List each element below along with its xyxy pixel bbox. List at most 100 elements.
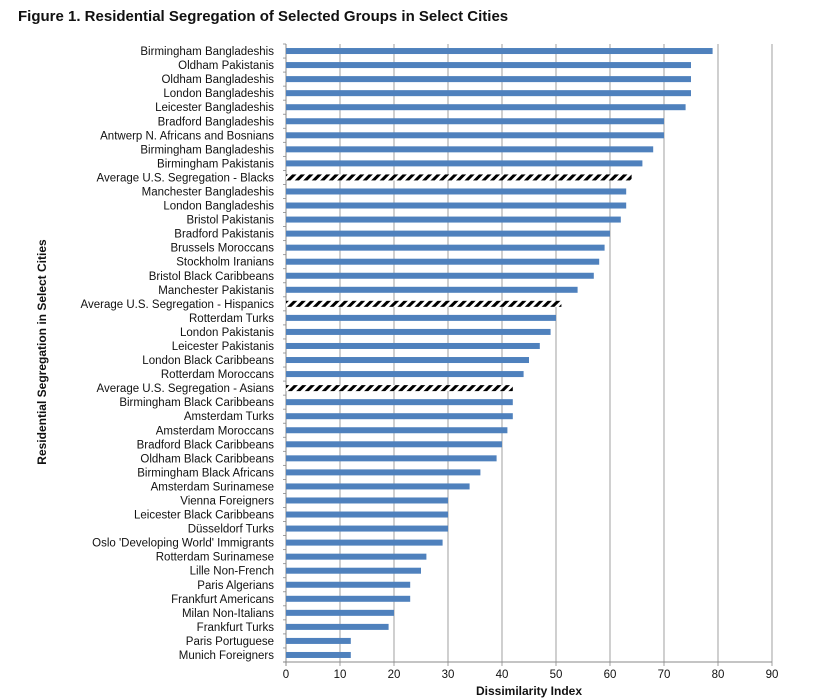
category-label: Rotterdam Surinamese [156,552,274,564]
bar [286,244,605,251]
x-tick-label: 0 [283,669,289,681]
bar [286,202,627,209]
category-label: Paris Algerians [197,580,274,592]
bar [286,595,411,602]
category-label: Stockholm Iranians [176,257,274,269]
category-label: Birmingham Black Africans [137,467,274,479]
bar [286,553,427,560]
category-label: London Bangladeshis [163,201,274,213]
category-label: Leicester Pakistanis [172,341,275,353]
bar [286,511,448,518]
bar [286,399,513,406]
bar [286,483,470,490]
hatched-bar [286,385,513,392]
x-tick-label: 80 [712,669,725,681]
x-tick-labels: 0 10 20 30 40 50 60 70 80 90 [283,669,779,681]
category-label: Birmingham Pakistanis [157,158,274,170]
category-label: Bradford Bangladeshis [158,116,275,128]
category-label: Paris Portuguese [186,636,274,648]
category-label: Vienna Foreigners [180,495,274,507]
category-label: Average U.S. Segregation - Hispanics [81,299,275,311]
bar [286,609,394,616]
category-label: Leicester Black Caribbeans [134,510,274,522]
bar [286,230,610,237]
category-label: Frankfurt Americans [171,594,274,606]
bar [286,441,502,448]
category-label: Manchester Bangladeshis [142,186,275,198]
bar [286,62,691,69]
category-label: Leicester Bangladeshis [155,102,274,114]
category-label: London Black Caribbeans [142,355,274,367]
category-labels: Birmingham Bangladeshis Oldham Pakistanis… [81,46,275,662]
x-tick-label: 90 [766,669,779,681]
x-tick-label: 20 [388,669,401,681]
category-label: London Pakistanis [180,327,274,339]
bar [286,160,643,167]
x-tick-label: 30 [442,669,455,681]
category-label: Oldham Black Caribbeans [140,453,274,465]
bar [286,413,513,420]
category-label: Brussels Moroccans [170,243,274,255]
category-label: Birmingham Bangladeshis [140,144,274,156]
category-label: Antwerp N. Africans and Bosnians [100,130,274,142]
bar [286,76,691,83]
category-label: Bradford Pakistanis [174,229,274,241]
bar [286,497,448,504]
category-label: Average U.S. Segregation - Asians [96,383,274,395]
x-tick-label: 70 [658,669,671,681]
category-label: Lille Non-French [190,566,274,578]
category-label: Milan Non-Italians [182,608,274,620]
bar [286,272,594,279]
bar [286,146,654,153]
category-label: Rotterdam Moroccans [161,369,274,381]
category-label: Manchester Pakistanis [158,285,274,297]
bars [286,48,713,658]
bar [286,469,481,476]
category-label: London Bangladeshis [163,88,274,100]
bar [286,637,351,644]
x-tick-label: 60 [604,669,617,681]
category-label: Bristol Pakistanis [186,215,274,227]
x-axis-title: Dissimilarity Index [476,684,582,698]
bar [286,581,411,588]
bar [286,651,351,658]
category-label: Amsterdam Turks [184,411,274,423]
category-label: Frankfurt Turks [197,622,275,634]
bar [286,104,686,111]
bar [286,314,556,321]
category-label: Oldham Pakistanis [178,60,274,72]
x-tick-label: 50 [550,669,563,681]
bar [286,539,443,546]
category-label: Bradford Black Caribbeans [137,439,275,451]
category-label: Birmingham Bangladeshis [140,46,274,58]
grid-lines [283,43,773,666]
bar [286,48,713,55]
category-label: Oldham Bangladeshis [161,74,274,86]
category-label: Amsterdam Moroccans [156,425,274,437]
bar [286,525,448,532]
category-label: Munich Foreigners [179,650,274,662]
x-tick-label: 10 [334,669,347,681]
bar [286,286,578,293]
bar [286,342,540,349]
bar [286,623,389,630]
bar [286,455,497,462]
category-label: Düsseldorf Turks [188,524,275,536]
bar [286,357,529,364]
hatched-bar [286,174,632,181]
bar [286,132,664,139]
bar [286,118,664,125]
bar [286,427,508,434]
category-label: Amsterdam Surinamese [151,481,274,493]
bar [286,258,600,265]
y-axis-title: Residential Segregation in Select Cities [35,239,49,465]
category-label: Oslo 'Developing World' Immigrants [92,538,274,550]
bar [286,371,524,378]
bar [286,567,421,574]
category-label: Birmingham Black Caribbeans [119,397,274,409]
bar [286,188,627,195]
hatched-bar [286,300,562,307]
x-tick-label: 40 [496,669,509,681]
figure-title: Figure 1. Residential Segregation of Sel… [18,8,509,25]
